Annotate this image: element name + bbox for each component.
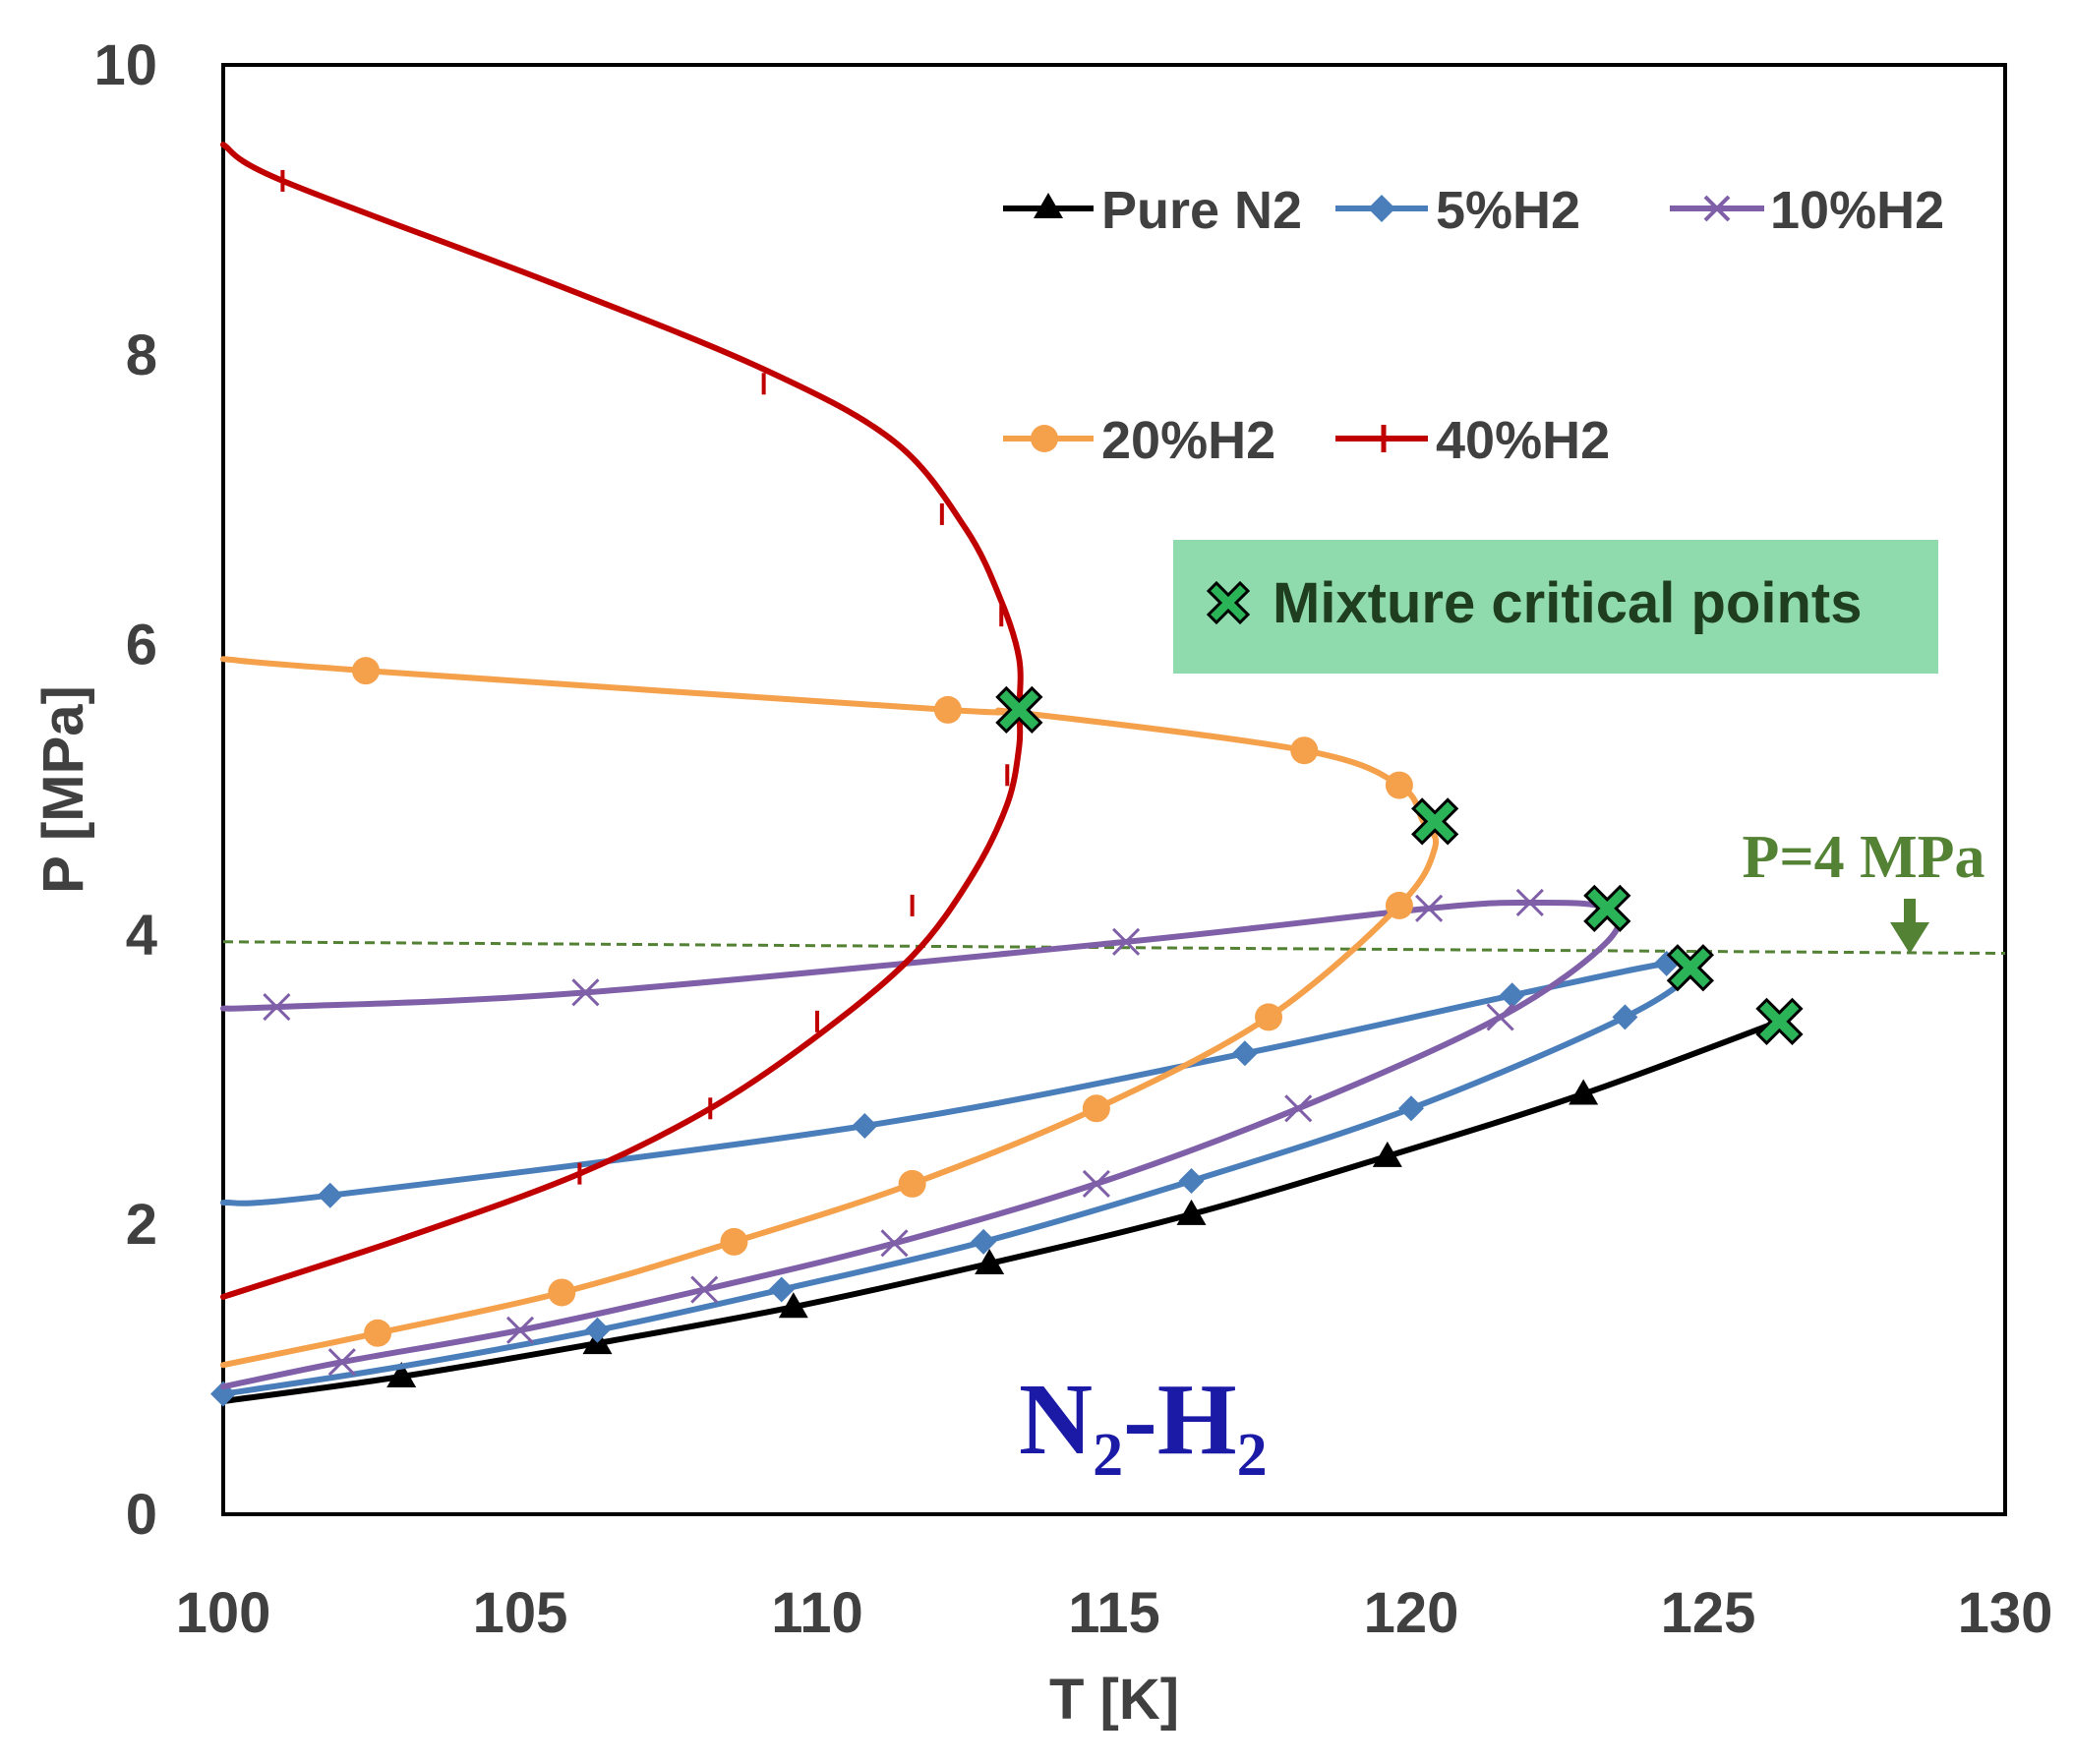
legend-label-5-h2: 5%H2 bbox=[1436, 181, 1580, 240]
critical-point-marker bbox=[1411, 797, 1459, 846]
system-label-h: -H bbox=[1123, 1363, 1237, 1476]
critical-point-marker bbox=[1666, 944, 1715, 992]
data-point-marker bbox=[852, 1112, 878, 1139]
x-tick-label: 125 bbox=[1661, 1581, 1756, 1645]
data-point-marker bbox=[571, 978, 600, 1007]
data-point-marker bbox=[548, 1278, 576, 1307]
y-axis-title: P [MPa] bbox=[31, 685, 95, 894]
y-tick-label: 2 bbox=[126, 1193, 157, 1257]
x-tick-label: 100 bbox=[176, 1581, 271, 1645]
series-5-h2 bbox=[210, 950, 1702, 1407]
data-point-marker bbox=[327, 1348, 356, 1377]
data-point-marker bbox=[317, 1182, 343, 1208]
system-label-sub1: 2 bbox=[1093, 1422, 1123, 1489]
data-point-marker bbox=[1112, 927, 1141, 956]
data-point-marker bbox=[1178, 1167, 1205, 1194]
series-layer bbox=[210, 142, 1783, 1407]
data-point-marker bbox=[505, 1316, 535, 1344]
x-tick-label: 120 bbox=[1364, 1581, 1459, 1645]
data-point-marker bbox=[778, 1292, 808, 1319]
series-40-h2 bbox=[220, 142, 1024, 1300]
data-point-marker bbox=[1176, 1199, 1207, 1225]
data-point-marker bbox=[584, 1317, 611, 1343]
reference-line-label: P=4 MPa bbox=[1742, 824, 1984, 891]
critical-points-annotation: Mixture critical points bbox=[1173, 540, 1938, 674]
legend-item-pure-n2: Pure N2 bbox=[1003, 181, 1302, 240]
data-point-marker bbox=[351, 657, 380, 685]
data-point-marker bbox=[971, 1228, 997, 1255]
series-pure-n2 bbox=[220, 1018, 1783, 1404]
series-10-h2 bbox=[220, 888, 1622, 1390]
series-line bbox=[220, 899, 1622, 1390]
data-point-marker bbox=[1569, 1079, 1599, 1105]
data-point-marker bbox=[1082, 1094, 1110, 1123]
system-label-n: N bbox=[1019, 1363, 1093, 1476]
series-20-h2 bbox=[220, 656, 1440, 1369]
annotation-box bbox=[1173, 540, 1938, 674]
data-point-marker bbox=[1290, 736, 1319, 765]
legend-label-pure-n2: Pure N2 bbox=[1101, 181, 1302, 240]
data-point-marker bbox=[1486, 1003, 1514, 1031]
series-line bbox=[220, 142, 1024, 1300]
critical-point-marker bbox=[1755, 997, 1804, 1045]
system-label: N2-H2 bbox=[1019, 1363, 1268, 1489]
critical-points-layer bbox=[995, 685, 1804, 1045]
data-point-marker bbox=[1415, 894, 1444, 922]
data-point-marker bbox=[1231, 1040, 1258, 1067]
data-point-marker bbox=[1385, 771, 1413, 799]
data-point-marker bbox=[720, 1227, 748, 1256]
y-tick-label: 8 bbox=[126, 323, 157, 387]
data-point-marker bbox=[1372, 1141, 1402, 1167]
data-point-marker bbox=[1082, 1169, 1110, 1198]
y-tick-label: 10 bbox=[93, 33, 157, 97]
y-axis-ticks: 0 2 4 6 8 10 bbox=[93, 33, 157, 1547]
data-point-marker bbox=[1398, 1095, 1424, 1122]
legend-label-10-h2: 10%H2 bbox=[1770, 181, 1944, 240]
legend-item-10-h2: 10%H2 bbox=[1670, 181, 1944, 240]
data-point-marker bbox=[975, 1248, 1005, 1274]
y-tick-label: 6 bbox=[126, 614, 157, 677]
data-point-marker bbox=[768, 1276, 795, 1303]
legend-item-40-h2: 40%H2 bbox=[1335, 411, 1610, 470]
legend-item-20-h2: 20%H2 bbox=[1003, 411, 1275, 470]
data-point-marker bbox=[1612, 1004, 1638, 1030]
x-tick-label: 115 bbox=[1068, 1581, 1160, 1645]
x-axis-ticks: 100 105 110 115 120 125 130 bbox=[176, 1581, 2053, 1645]
x-tick-label: 130 bbox=[1958, 1581, 2053, 1645]
data-point-marker bbox=[1284, 1094, 1313, 1123]
plot-area-frame bbox=[221, 63, 2007, 1516]
data-point-marker bbox=[364, 1319, 392, 1347]
legend-item-5-h2: 5%H2 bbox=[1335, 181, 1580, 240]
legend: Pure N2 5%H2 10%H2 20%H2 40%H2 bbox=[1003, 181, 1944, 470]
series-line bbox=[220, 656, 1440, 1369]
data-point-marker bbox=[880, 1229, 909, 1258]
data-point-marker bbox=[1499, 982, 1525, 1009]
series-line bbox=[220, 957, 1702, 1397]
y-tick-label: 0 bbox=[126, 1483, 157, 1547]
data-point-marker bbox=[1255, 1003, 1283, 1031]
data-point-marker bbox=[898, 1169, 926, 1198]
x-axis-title: T [K] bbox=[1049, 1668, 1179, 1732]
critical-point-marker bbox=[995, 685, 1043, 735]
data-point-marker bbox=[263, 993, 291, 1022]
data-point-marker bbox=[933, 695, 962, 724]
critical-point-cross-icon bbox=[1206, 580, 1251, 625]
critical-point-marker bbox=[1583, 884, 1631, 932]
data-point-marker bbox=[690, 1275, 719, 1304]
y-tick-label: 4 bbox=[126, 903, 157, 967]
system-label-sub2: 2 bbox=[1237, 1422, 1268, 1489]
data-point-marker bbox=[1515, 888, 1544, 917]
critical-points-label: Mixture critical points bbox=[1273, 571, 1862, 635]
reference-arrow-icon bbox=[1890, 899, 1929, 954]
data-point-marker bbox=[1385, 891, 1413, 919]
legend-label-20-h2: 20%H2 bbox=[1101, 411, 1275, 470]
x-tick-label: 110 bbox=[771, 1581, 863, 1645]
x-tick-label: 105 bbox=[473, 1581, 568, 1645]
data-point-marker bbox=[386, 1361, 417, 1387]
legend-label-40-h2: 40%H2 bbox=[1436, 411, 1610, 470]
